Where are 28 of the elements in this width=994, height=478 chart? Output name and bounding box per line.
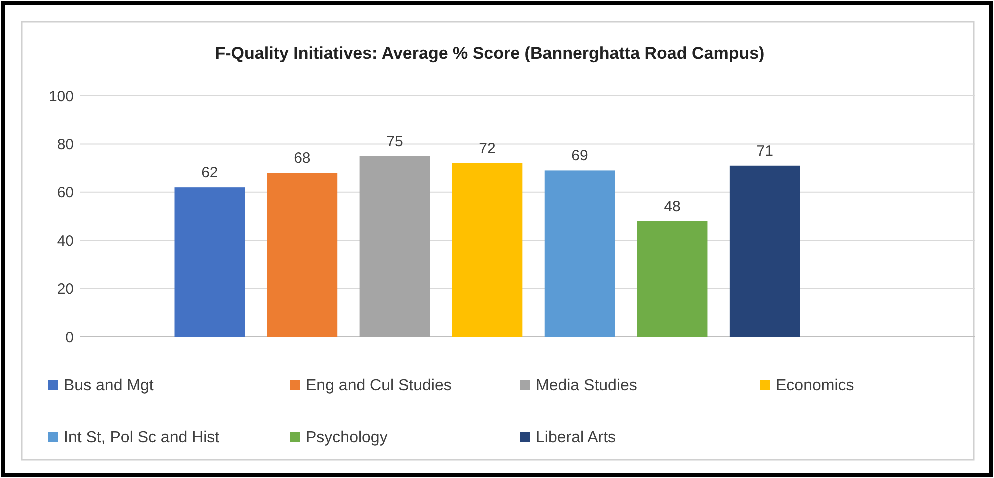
legend-label: Psychology xyxy=(306,430,388,447)
y-tick-label: 0 xyxy=(66,329,74,346)
y-tick-label: 20 xyxy=(57,281,74,298)
bar xyxy=(452,163,523,337)
legend-label: Economics xyxy=(776,378,854,395)
chart-title: F-Quality Initiatives: Average % Score (Bannerghatta Road Campus) xyxy=(215,44,765,63)
data-label: 68 xyxy=(294,150,311,168)
data-label: 71 xyxy=(756,142,774,160)
y-tick-label: 80 xyxy=(57,136,74,154)
legend-label: Eng and Cul Studies xyxy=(306,378,452,395)
legend-label: Liberal Arts xyxy=(536,430,616,447)
data-label: 69 xyxy=(572,148,588,165)
legend-label: Int St, Pol Sc and Hist xyxy=(64,430,220,447)
bar xyxy=(360,156,430,337)
legend-label: Bus and Mgt xyxy=(64,378,154,395)
data-label: 48 xyxy=(664,198,681,216)
y-tick-label: 40 xyxy=(57,232,74,250)
bar xyxy=(267,173,338,337)
data-label: 72 xyxy=(479,140,496,158)
bar xyxy=(544,170,616,337)
bar xyxy=(730,166,800,337)
data-label: 62 xyxy=(202,164,218,182)
data-label: 75 xyxy=(386,133,404,150)
y-tick-label: 100 xyxy=(48,88,74,106)
y-tick-label: 60 xyxy=(57,184,74,202)
bar xyxy=(637,221,708,337)
bar xyxy=(174,188,246,337)
legend-label: Media Studies xyxy=(536,378,638,395)
